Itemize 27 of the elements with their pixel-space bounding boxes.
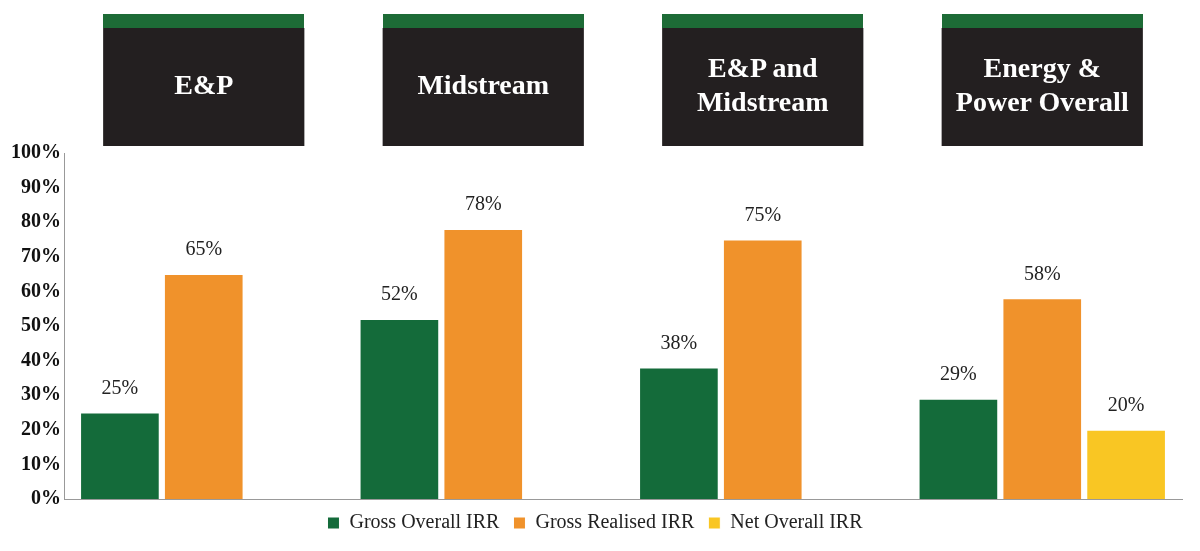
data-label: 52%	[381, 282, 418, 305]
data-label: 29%	[940, 361, 977, 384]
y-tick-label: 70%	[21, 243, 61, 266]
legend-label: Gross Overall IRR	[349, 510, 501, 533]
y-tick-label: 100%	[11, 140, 61, 163]
y-tick-label: 30%	[21, 382, 61, 405]
data-label: 78%	[464, 192, 502, 215]
y-tick-label: 50%	[21, 313, 61, 336]
legend-label: Gross Realised IRR	[535, 510, 695, 533]
x-tick-label: E&P and Midstream	[696, 52, 829, 118]
y-tick-label: 40%	[21, 347, 61, 370]
data-label: 65%	[185, 237, 223, 260]
data-label: 38%	[660, 330, 698, 353]
x-tick-label: Midstream	[417, 69, 550, 101]
y-tick-label: 10%	[21, 451, 61, 474]
y-tick-label: 80%	[21, 209, 61, 232]
y-tick-label: 20%	[21, 416, 61, 439]
y-tick-label: 0%	[31, 486, 61, 509]
data-label: 20%	[1107, 393, 1145, 416]
data-label: 75%	[744, 202, 782, 225]
x-tick-label: Energy & Power Overall	[955, 52, 1129, 118]
legend-label: Net Overall IRR	[730, 510, 864, 533]
data-label: 25%	[101, 375, 139, 398]
x-tick-label: E&P	[174, 69, 234, 101]
y-tick-label: 60%	[21, 278, 61, 301]
data-label: 58%	[1023, 261, 1061, 284]
y-tick-label: 90%	[21, 174, 61, 197]
